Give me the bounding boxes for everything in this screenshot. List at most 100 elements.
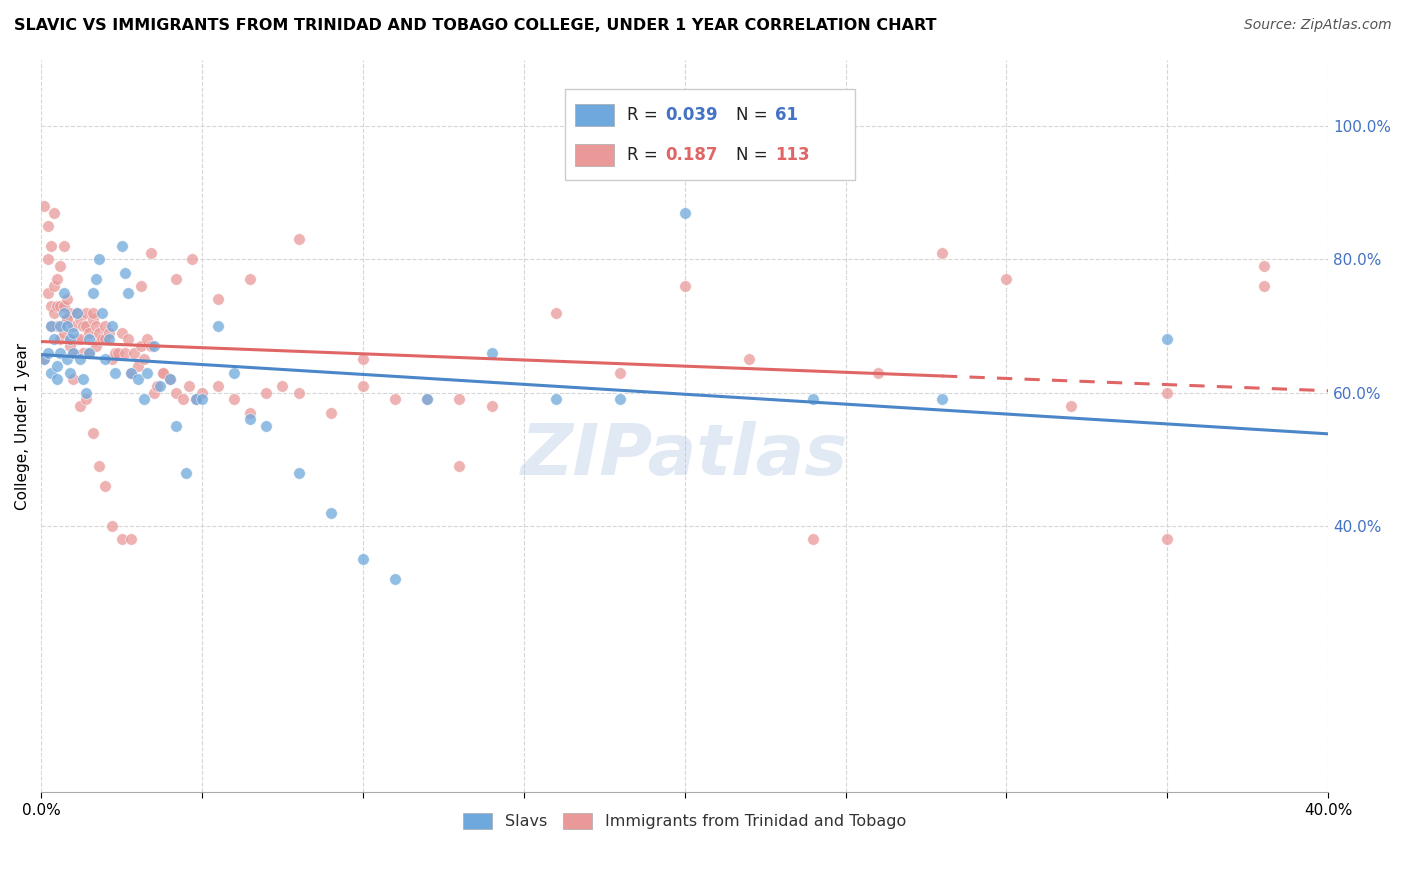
Point xyxy=(84,319,107,334)
Point xyxy=(184,392,207,407)
FancyBboxPatch shape xyxy=(575,103,614,126)
Text: R =: R = xyxy=(627,105,662,124)
Point xyxy=(34,352,56,367)
Point xyxy=(37,285,59,300)
Point xyxy=(62,345,84,359)
Point xyxy=(931,392,953,407)
Text: 0.039: 0.039 xyxy=(665,105,718,124)
Point xyxy=(191,385,214,400)
Point xyxy=(142,385,165,400)
Point xyxy=(152,366,174,380)
Point xyxy=(165,419,187,434)
Point xyxy=(120,366,142,380)
Point xyxy=(136,332,159,346)
Point xyxy=(146,379,169,393)
Point xyxy=(94,319,117,334)
FancyBboxPatch shape xyxy=(565,89,855,180)
Point xyxy=(39,319,62,334)
Point xyxy=(132,352,155,367)
Point xyxy=(72,319,94,334)
Point xyxy=(56,352,79,367)
Point xyxy=(69,352,91,367)
Point xyxy=(127,359,149,373)
Point xyxy=(352,379,374,393)
Point xyxy=(49,345,72,359)
Point xyxy=(72,345,94,359)
Point xyxy=(287,232,309,246)
Y-axis label: College, Under 1 year: College, Under 1 year xyxy=(15,343,30,509)
Point xyxy=(59,332,82,346)
Point xyxy=(114,345,136,359)
Point xyxy=(87,458,110,473)
Point xyxy=(52,285,75,300)
Point xyxy=(239,412,262,426)
Point xyxy=(101,352,124,367)
Point xyxy=(1156,332,1178,346)
Point xyxy=(37,345,59,359)
Point xyxy=(416,392,439,407)
Point xyxy=(65,332,87,346)
Point xyxy=(129,339,152,353)
Point xyxy=(481,345,503,359)
Point xyxy=(319,406,342,420)
Point xyxy=(159,372,181,386)
Point xyxy=(46,299,69,313)
Point xyxy=(179,379,201,393)
Point xyxy=(42,279,65,293)
Point xyxy=(673,206,696,220)
Point xyxy=(46,319,69,334)
Point xyxy=(84,339,107,353)
Legend: Slavs, Immigrants from Trinidad and Tobago: Slavs, Immigrants from Trinidad and Toba… xyxy=(457,806,912,836)
Point xyxy=(82,312,104,326)
Point xyxy=(449,392,471,407)
Point xyxy=(738,352,761,367)
Point xyxy=(673,279,696,293)
FancyBboxPatch shape xyxy=(575,144,614,166)
Point xyxy=(127,372,149,386)
Point xyxy=(110,239,132,253)
Point xyxy=(39,239,62,253)
Point xyxy=(75,385,97,400)
Point xyxy=(82,425,104,440)
Point xyxy=(39,366,62,380)
Text: N =: N = xyxy=(737,105,773,124)
Point xyxy=(319,506,342,520)
Point xyxy=(609,392,631,407)
Point xyxy=(101,519,124,533)
Point xyxy=(101,319,124,334)
Point xyxy=(59,332,82,346)
Point xyxy=(56,312,79,326)
Point xyxy=(1156,385,1178,400)
Point xyxy=(207,293,229,307)
Point xyxy=(62,345,84,359)
Point xyxy=(79,332,101,346)
Point xyxy=(416,392,439,407)
Point xyxy=(94,479,117,493)
Point xyxy=(165,272,187,286)
Point xyxy=(75,306,97,320)
Point xyxy=(159,372,181,386)
Point xyxy=(254,385,277,400)
Point xyxy=(87,332,110,346)
Point xyxy=(207,319,229,334)
Point xyxy=(52,299,75,313)
Text: SLAVIC VS IMMIGRANTS FROM TRINIDAD AND TOBAGO COLLEGE, UNDER 1 YEAR CORRELATION : SLAVIC VS IMMIGRANTS FROM TRINIDAD AND T… xyxy=(14,18,936,33)
Point xyxy=(1253,259,1275,273)
Point xyxy=(75,392,97,407)
Point xyxy=(46,372,69,386)
Point xyxy=(82,285,104,300)
Point xyxy=(1156,532,1178,546)
Text: N =: N = xyxy=(737,146,773,164)
Point xyxy=(172,392,194,407)
Point xyxy=(46,359,69,373)
Point xyxy=(69,399,91,413)
Point xyxy=(866,366,889,380)
Point xyxy=(37,252,59,267)
Point xyxy=(181,252,204,267)
Point xyxy=(46,272,69,286)
Point xyxy=(224,366,246,380)
Text: ZIPatlas: ZIPatlas xyxy=(522,421,848,490)
Point xyxy=(52,239,75,253)
Point xyxy=(239,272,262,286)
Point xyxy=(287,466,309,480)
